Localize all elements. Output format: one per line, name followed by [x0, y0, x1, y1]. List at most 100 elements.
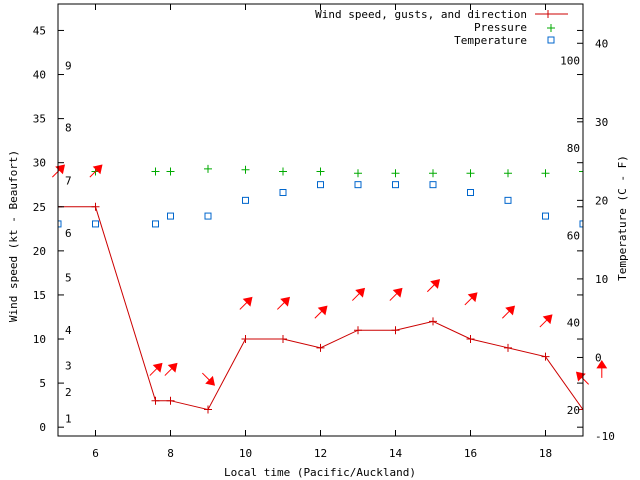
wind-direction-arrow	[464, 292, 478, 306]
pressure-point	[241, 165, 250, 174]
y-tick-label: 15	[33, 289, 46, 302]
chart-marks	[51, 164, 608, 414]
y2-tick-label: 40	[595, 37, 608, 50]
wind-direction-arrow-head	[92, 164, 103, 175]
y2-axis-label: Temperature (C - F)	[616, 155, 629, 281]
fahrenheit-tick-label: 40	[567, 317, 580, 330]
x-axis-label: Local time (Pacific/Auckland)	[224, 466, 416, 479]
pressure-point	[204, 164, 212, 173]
wind-speed-point	[541, 352, 550, 361]
wind-direction-arrow	[164, 362, 178, 376]
wind-direction-arrow-head	[596, 359, 608, 369]
x-tick-label: 6	[92, 447, 99, 460]
temperature-point	[152, 220, 159, 228]
y-tick-label: 0	[39, 421, 46, 434]
y2-tick-label: -10	[595, 430, 615, 443]
wind-direction-arrow-head	[355, 287, 366, 298]
temperature-point	[317, 181, 324, 189]
wind-speed-point	[466, 335, 475, 344]
legend-marker-wind	[544, 10, 552, 18]
x-tick-label: 10	[239, 447, 252, 460]
temperature-point	[58, 220, 62, 228]
fahrenheit-tick-label: 60	[567, 229, 580, 242]
wind-direction-arrow-head	[152, 362, 163, 373]
pressure-point	[541, 169, 550, 178]
wind-direction-arrow	[539, 314, 553, 328]
wind-speed-point	[579, 405, 583, 414]
y-tick-label: 30	[33, 157, 46, 170]
beaufort-tick-label: 3	[65, 359, 72, 372]
beaufort-tick-label: 7	[65, 174, 72, 187]
legend-label-wind: Wind speed, gusts, and direction	[315, 8, 527, 21]
wind-speed-point	[354, 326, 362, 335]
wind-direction-arrow-head	[505, 305, 516, 316]
wind-speed-point	[429, 317, 437, 326]
wind-direction-arrow	[596, 359, 608, 378]
y-tick-label: 5	[39, 377, 46, 390]
wind-direction-arrow-head	[392, 287, 403, 298]
wind-direction-arrow	[314, 305, 328, 319]
temperature-point	[429, 181, 437, 189]
pressure-point	[166, 167, 175, 176]
temperature-point	[167, 212, 174, 220]
pressure-point	[316, 167, 325, 176]
wind-direction-arrow-head	[167, 362, 178, 373]
beaufort-tick-label: 4	[65, 324, 72, 337]
wind-speed-point	[279, 335, 287, 344]
temperature-point	[92, 220, 99, 228]
temperature-point	[242, 196, 249, 204]
x-tick-label: 16	[464, 447, 477, 460]
legend-marker-temperature	[547, 36, 555, 44]
wind-speed-point	[204, 405, 212, 414]
y-tick-label: 40	[33, 69, 46, 82]
temperature-point	[542, 212, 549, 220]
fahrenheit-tick-label: 20	[567, 404, 580, 417]
beaufort-tick-label: 1	[65, 412, 72, 425]
y-tick-label: 45	[33, 24, 46, 37]
y-tick-label: 25	[33, 201, 46, 214]
wind-direction-arrow-head	[280, 296, 291, 307]
wind-speed-point	[316, 343, 325, 352]
legend-marker-pressure	[547, 24, 555, 32]
y2-tick-label: 0	[595, 351, 602, 364]
wind-direction-arrow	[389, 287, 403, 301]
y2-tick-label: 20	[595, 194, 608, 207]
pressure-point	[579, 167, 583, 176]
legend: Wind speed, gusts, and direction Pressur…	[315, 8, 568, 47]
wind-direction-arrow	[201, 372, 216, 386]
temperature-point	[392, 181, 399, 189]
wind-direction-arrow	[501, 305, 516, 319]
wind-speed-point	[504, 343, 512, 352]
wind-speed-point	[391, 326, 400, 335]
pressure-point	[504, 169, 512, 178]
wind-speed-point	[151, 396, 160, 405]
legend-label-pressure: Pressure	[474, 21, 527, 34]
beaufort-tick-label: 8	[65, 121, 72, 134]
wind-direction-arrow	[239, 296, 253, 310]
y-tick-label: 35	[33, 113, 46, 126]
x-tick-label: 18	[539, 447, 552, 460]
wind-direction-arrow	[351, 287, 366, 301]
y2-tick-label: 10	[595, 273, 608, 286]
temperature-point	[279, 189, 287, 197]
wind-direction-arrow	[89, 164, 103, 178]
wind-direction-arrow-head	[542, 314, 553, 325]
wind-speed-point	[241, 335, 250, 344]
temperature-point	[467, 189, 474, 197]
temperature-point	[204, 212, 212, 220]
beaufort-tick-label: 9	[65, 60, 72, 73]
y-axis-label: Wind speed (kt - Beaufort)	[7, 150, 20, 322]
pressure-point	[151, 167, 160, 176]
pressure-point	[354, 169, 362, 178]
x-tick-label: 14	[389, 447, 403, 460]
fahrenheit-tick-label: 80	[567, 142, 580, 155]
wind-direction-arrow-head	[430, 279, 441, 289]
y-tick-label: 10	[33, 333, 46, 346]
plot-area	[58, 164, 583, 414]
x-tick-label: 12	[314, 447, 327, 460]
temperature-point	[354, 181, 362, 189]
wind-direction-arrow-head	[205, 375, 216, 386]
beaufort-tick-label: 6	[65, 227, 72, 240]
